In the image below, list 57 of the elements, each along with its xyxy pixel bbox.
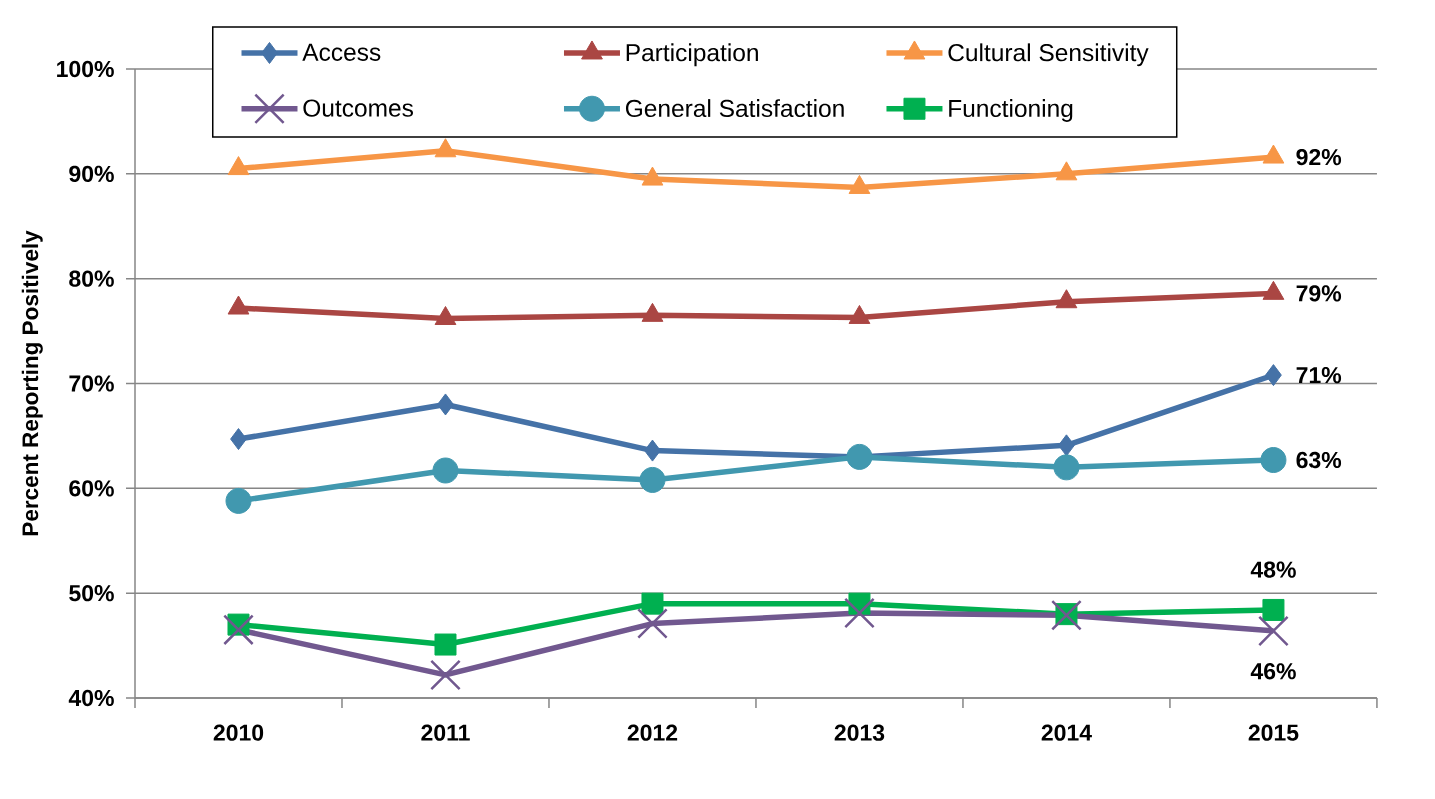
point [848, 174, 871, 194]
point [1053, 454, 1080, 481]
x-tick-label: 2014 [1041, 724, 1092, 741]
y-axis-title: Percent Reporting Positively [21, 230, 43, 536]
point [434, 306, 457, 325]
point [644, 439, 661, 462]
point [225, 487, 252, 514]
point [223, 614, 254, 646]
data-label: 79% [1296, 285, 1342, 302]
point [639, 466, 666, 493]
y-tick-label: 80% [69, 270, 114, 287]
point [1055, 289, 1078, 309]
data-label: 63% [1296, 451, 1342, 469]
point [227, 295, 250, 315]
point [1262, 598, 1285, 621]
legend-label: Participation [626, 43, 758, 67]
x-tick-label: 2015 [1248, 724, 1299, 741]
point [1265, 364, 1282, 387]
point [846, 443, 873, 470]
data-label: 48% [1250, 561, 1296, 578]
data-label: 71% [1296, 367, 1342, 384]
point [1258, 615, 1289, 647]
legend-label: Functioning [949, 99, 1073, 122]
point [641, 592, 664, 615]
y-tick-label: 40% [68, 689, 114, 707]
x-tick-label: 2012 [627, 724, 678, 741]
point [432, 457, 459, 484]
point [1260, 447, 1287, 474]
x-tick-label: 2013 [834, 724, 885, 741]
point [430, 659, 461, 691]
legend-label: Outcomes [303, 99, 413, 117]
point [227, 156, 250, 176]
point [641, 302, 664, 322]
legend-label: General Satisfaction [625, 99, 844, 118]
y-tick-label: 90% [69, 165, 114, 182]
y-tick-label: 50% [69, 585, 114, 602]
y-tick-label: 100% [57, 60, 114, 78]
point [437, 393, 454, 416]
point [230, 428, 247, 451]
point [844, 597, 875, 629]
point [434, 633, 457, 656]
point [434, 138, 457, 158]
point [1262, 144, 1285, 164]
point [1055, 161, 1078, 181]
point [1262, 280, 1285, 300]
point [637, 608, 668, 639]
x-tick-label: 2011 [421, 724, 470, 741]
data-label: 46% [1250, 663, 1296, 680]
data-label: 92% [1296, 148, 1342, 166]
point [848, 304, 871, 324]
legend-label: Access [302, 43, 381, 61]
legend-label: Cultural Sensitivity [948, 43, 1149, 67]
y-tick-label: 70% [69, 375, 114, 392]
x-tick-label: 2010 [213, 724, 264, 741]
point [1058, 434, 1075, 457]
point [641, 166, 664, 186]
y-tick-label: 60% [69, 480, 114, 497]
